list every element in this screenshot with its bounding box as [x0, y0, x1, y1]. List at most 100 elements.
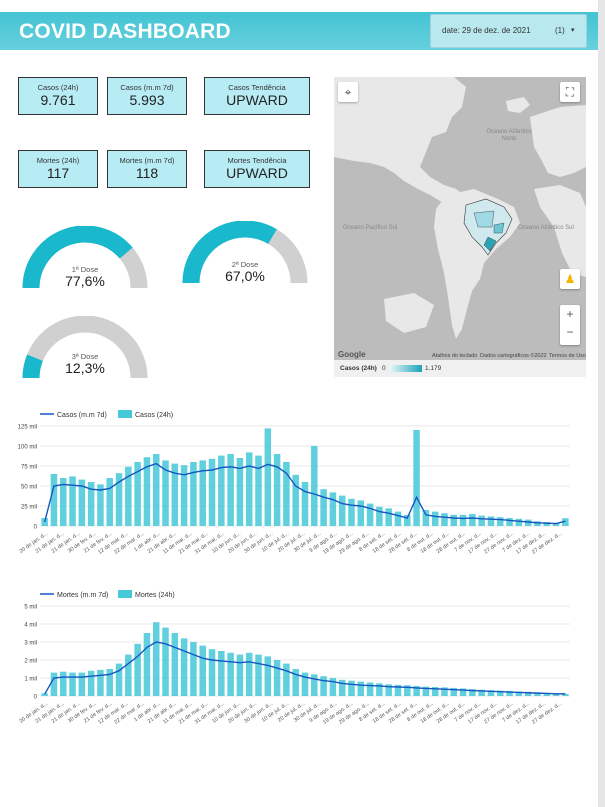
gauge-arc	[22, 316, 148, 379]
bar	[97, 484, 104, 526]
gauge-arc	[182, 221, 308, 284]
select-area-icon[interactable]: ⌖	[338, 82, 358, 102]
bar	[227, 454, 234, 526]
kpi-value: 9.761	[40, 92, 76, 108]
bar	[431, 687, 439, 696]
chart-casos-svg: Casos (m.m 7d) Casos (24h) 0 25 mil 50 mil 75…	[18, 410, 570, 556]
kpi-mortes-24h: Mortes (24h) 117	[18, 150, 98, 188]
bar	[255, 654, 262, 696]
kpi-label: Mortes (m.m 7d)	[119, 156, 175, 165]
bar	[106, 478, 113, 526]
map-legend-max: 1.179	[425, 365, 442, 372]
gauge-fill	[22, 354, 43, 379]
gauge-fill	[182, 221, 277, 284]
chart-mortes-svg: Mortes (m.m 7d) Mortes (24h) 0 1 mil 2 mil 3 …	[18, 590, 570, 726]
bar	[478, 515, 485, 526]
zoom-in-icon[interactable]: +	[566, 307, 574, 321]
legend-label: Mortes (m.m 7d)	[57, 592, 108, 599]
y-tick-label: 3 mil	[24, 641, 37, 647]
bar	[329, 678, 337, 696]
map-shortcuts[interactable]: Atalhos do teclado	[432, 353, 478, 359]
chart-legend: Casos (m.m 7d) Casos (24h)	[40, 410, 173, 419]
bar	[515, 691, 523, 696]
bar	[422, 686, 430, 696]
bar	[348, 498, 355, 526]
chart-casos: Casos (m.m 7d) Casos (24h) 0 25 mil 50 mil 75…	[8, 406, 590, 576]
zoom-out-icon[interactable]: −	[566, 325, 574, 339]
ocean-label: Oceano Pacífico Sul	[342, 225, 398, 231]
y-tick-label: 125 mil	[18, 425, 37, 431]
bar	[245, 452, 253, 526]
legend-label: Casos (24h)	[135, 412, 173, 419]
google-logo: Google	[338, 350, 366, 359]
y-tick-label: 0	[34, 525, 38, 531]
bar	[115, 663, 123, 696]
bar	[459, 514, 467, 526]
bar	[59, 671, 67, 696]
map-terms[interactable]: Termos de Uso	[549, 353, 586, 359]
bar	[87, 670, 95, 696]
kpi-value: UPWARD	[226, 92, 288, 108]
y-tick-label: 0	[34, 695, 38, 701]
bar	[366, 682, 374, 696]
gauge-dose-1: 1ª Dose 77,6%	[21, 226, 149, 296]
gauge-value: 77,6%	[65, 273, 105, 289]
bar	[283, 462, 290, 526]
bar	[552, 522, 560, 526]
bar	[171, 463, 179, 526]
gauge-value: 12,3%	[65, 360, 105, 376]
kpi-casos-mm7d: Casos (m.m 7d) 5.993	[107, 77, 187, 115]
kpi-value: 118	[135, 165, 159, 181]
kpi-value: UPWARD	[226, 165, 288, 181]
date-range-picker[interactable]: date: 29 de dez. de 2021 (1) ▾	[430, 14, 587, 48]
pegman-icon[interactable]: ♟	[560, 269, 580, 289]
ocean-label: Oceano Atlântico Norte	[486, 129, 532, 142]
bar	[394, 511, 402, 526]
bar	[162, 627, 169, 696]
bar	[50, 672, 58, 696]
bar	[152, 454, 160, 526]
bar	[385, 684, 392, 696]
gauge-fill	[22, 226, 133, 289]
legend-bar-swatch	[118, 590, 132, 598]
kpi-casos-tendencia: Casos Tendência UPWARD	[204, 77, 310, 115]
bar	[292, 474, 299, 526]
bar	[143, 633, 151, 696]
y-tick-label: 75 mil	[21, 465, 37, 471]
bar	[394, 684, 402, 696]
bar	[264, 428, 272, 526]
bar	[41, 693, 48, 696]
bar	[125, 654, 132, 696]
bar	[450, 514, 458, 526]
y-tick-label: 100 mil	[18, 445, 37, 451]
bar	[487, 516, 495, 526]
bar	[404, 685, 411, 696]
bar	[236, 458, 244, 526]
gauge-label: 1ª Dose	[71, 265, 99, 274]
bar	[413, 685, 420, 696]
bar	[515, 518, 523, 526]
header-bar: COVID DASHBOARD date: 29 de dez. de 2021…	[0, 12, 598, 50]
bar	[552, 693, 560, 696]
bar	[478, 689, 485, 696]
bar	[273, 660, 281, 696]
kpi-casos-24h: Casos (24h) 9.761	[18, 77, 98, 115]
bar	[134, 643, 141, 696]
kpi-label: Casos (m.m 7d)	[120, 83, 174, 92]
gauge-dose-2: 2ª Dose 67,0%	[181, 221, 309, 291]
bar	[524, 691, 532, 696]
y-tick-label: 25 mil	[21, 505, 37, 511]
kpi-mortes-tendencia: Mortes Tendência UPWARD	[204, 150, 310, 188]
kpi-label: Mortes Tendência	[227, 156, 287, 165]
bar	[218, 651, 225, 696]
bar	[218, 455, 225, 526]
bar	[236, 654, 244, 696]
bar	[320, 676, 327, 696]
series-line	[44, 641, 566, 695]
gauge-track	[22, 316, 148, 379]
map-view[interactable]: Oceano Atlântico Norte Oceano Pacífico S…	[334, 77, 586, 360]
bar	[543, 692, 551, 696]
bar	[162, 460, 169, 526]
fullscreen-icon[interactable]: ⛶	[560, 82, 580, 102]
y-tick-label: 1 mil	[24, 677, 37, 683]
